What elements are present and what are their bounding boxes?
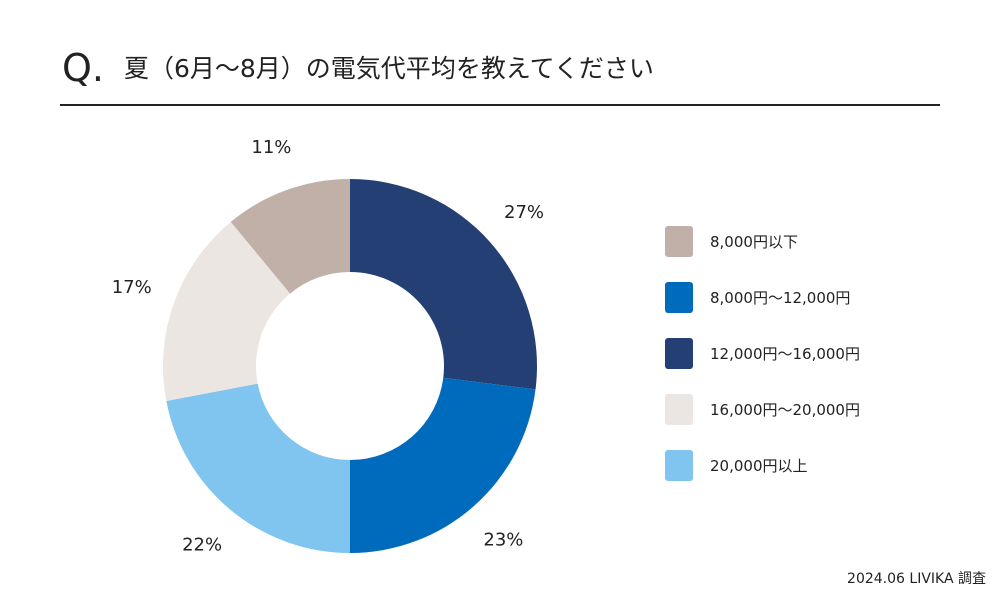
legend-item-12000-16000: 12,000円〜16,000円 <box>665 338 965 370</box>
legend-label-16000-20000: 16,000円〜20,000円 <box>710 401 860 419</box>
question-mark-label: Q. <box>62 46 104 90</box>
data-label-under-8000: 11% <box>251 137 291 158</box>
legend-swatch-12000-16000 <box>665 338 693 369</box>
data-label-12000-16000: 27% <box>504 202 544 223</box>
donut-slice-12000-16000 <box>350 178 537 390</box>
donut-slice-8000-12000 <box>350 377 536 553</box>
legend-item-8000-12000: 8,000円〜12,000円 <box>665 282 965 314</box>
legend-item-under-8000: 8,000円以下 <box>665 226 965 258</box>
donut-slice-under-8000 <box>230 179 350 294</box>
chart-legend: 8,000円以下 8,000円〜12,000円 12,000円〜16,000円 … <box>665 226 965 506</box>
legend-label-under-8000: 8,000円以下 <box>710 233 798 251</box>
data-label-16000-20000: 17% <box>112 277 152 298</box>
chart-header: Q. 夏（6月〜8月）の電気代平均を教えてください <box>60 40 940 106</box>
legend-label-12000-16000: 12,000円〜16,000円 <box>710 345 860 363</box>
legend-swatch-over-20000 <box>665 450 693 481</box>
donut-slice-16000-20000 <box>163 221 291 402</box>
chart-title: 夏（6月〜8月）の電気代平均を教えてください <box>124 54 654 83</box>
legend-swatch-16000-20000 <box>665 394 693 425</box>
data-label-8000-12000: 23% <box>483 530 523 551</box>
legend-label-8000-12000: 8,000円〜12,000円 <box>710 289 851 307</box>
source-note: 2024.06 LIVIKA 調査 <box>847 571 986 587</box>
legend-swatch-8000-12000 <box>665 282 693 313</box>
data-label-over-20000: 22% <box>182 534 222 555</box>
legend-label-over-20000: 20,000円以上 <box>710 457 808 475</box>
legend-item-over-20000: 20,000円以上 <box>665 450 965 482</box>
legend-item-16000-20000: 16,000円〜20,000円 <box>665 394 965 426</box>
donut-slice-over-20000 <box>166 383 350 553</box>
legend-swatch-under-8000 <box>665 226 693 257</box>
